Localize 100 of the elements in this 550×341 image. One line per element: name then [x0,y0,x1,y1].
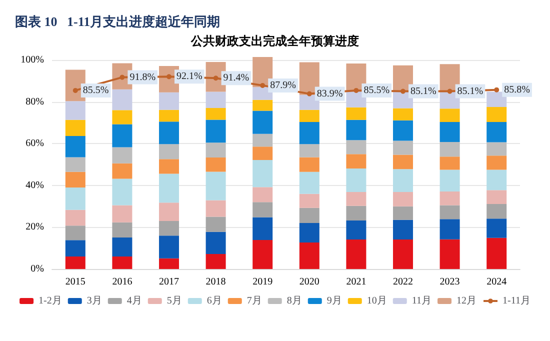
legend-label: 1-2月 [38,296,62,306]
bar [252,146,273,160]
bar [206,216,226,232]
bar [440,122,460,142]
legend-label: 8月 [286,296,302,306]
bar [159,144,179,160]
y-tick-label: 40% [26,180,44,191]
x-tick-label: 2022 [393,276,413,288]
bar [299,223,320,242]
bar [299,242,320,269]
bar [206,108,226,120]
bar [393,240,413,269]
bar [159,159,179,174]
bar [299,194,320,208]
y-tick-label: 80% [26,96,44,108]
bar [299,144,320,158]
bar [65,240,86,256]
bar [393,140,413,155]
data-label: 83.9% [316,88,343,100]
bar [65,136,86,158]
x-tick-label: 2015 [65,276,86,288]
bar [159,174,179,203]
point [166,74,172,80]
bar [252,100,273,111]
bar [206,254,226,269]
bar [159,258,179,269]
bar [252,87,273,100]
x-tick-label: 2023 [440,276,460,288]
bar [206,142,226,158]
point [400,88,406,94]
data-label: 85.1% [457,86,484,97]
legend-label: 11月 [412,296,432,306]
bar [112,178,132,206]
bar [206,232,226,254]
bar [252,110,273,134]
bar [299,157,320,172]
x-tick-label: 2018 [206,276,226,288]
point [260,82,266,88]
bar [393,108,413,120]
bar [346,120,366,140]
chart-title: 图表 10 1-11月支出进度超近年同期 [15,14,220,29]
bar [393,220,413,240]
bar [112,222,132,238]
data-label: 91.8% [130,72,156,83]
bar [486,218,507,238]
bar [65,256,86,269]
bar [206,120,226,143]
point [494,87,500,92]
y-tick-label: 100% [20,54,44,66]
bar [65,188,86,210]
data-label: 87.9% [270,80,296,91]
data-label: 85.5% [82,84,109,96]
point [72,88,78,93]
bar [65,157,86,172]
bar [486,92,507,107]
bar [65,101,86,120]
bar [346,107,366,120]
legend-label: 10月 [366,296,387,306]
bar [299,172,320,194]
bar [346,168,366,192]
bar [159,202,179,221]
bar [393,169,413,192]
bar [393,192,413,206]
bar [206,157,226,172]
point [306,91,312,96]
legend-label: 9月 [326,296,342,306]
bar [159,220,179,236]
bar [159,110,179,122]
point [213,76,218,81]
bar [440,108,460,122]
x-tick-label: 2021 [346,276,366,288]
bar [486,142,507,156]
bar [486,106,507,122]
bar [440,239,460,269]
point [447,88,452,94]
bar [299,208,320,224]
legend-label: 5月 [166,296,182,306]
data-label: 85.8% [504,84,530,96]
bar [206,200,226,217]
chart-subtitle: 公共财政支出完成全年预算进度 [190,34,359,48]
bar [440,170,460,192]
bar [346,192,366,206]
point [120,74,125,80]
bar [112,124,132,148]
bar [112,110,132,124]
bar [486,204,507,219]
bar [486,122,507,142]
x-tick-label: 2019 [252,276,273,288]
data-label: 85.5% [364,84,390,96]
bar [206,92,226,108]
x-tick-label: 2017 [159,276,179,288]
bar [159,122,179,144]
bar [206,172,226,200]
bar [65,210,86,226]
point [354,88,359,93]
legend-label: 7月 [246,296,262,306]
bar [112,89,132,110]
bar [112,237,132,256]
x-tick-label: 2020 [299,276,320,288]
y-tick-label: 0% [30,264,44,274]
